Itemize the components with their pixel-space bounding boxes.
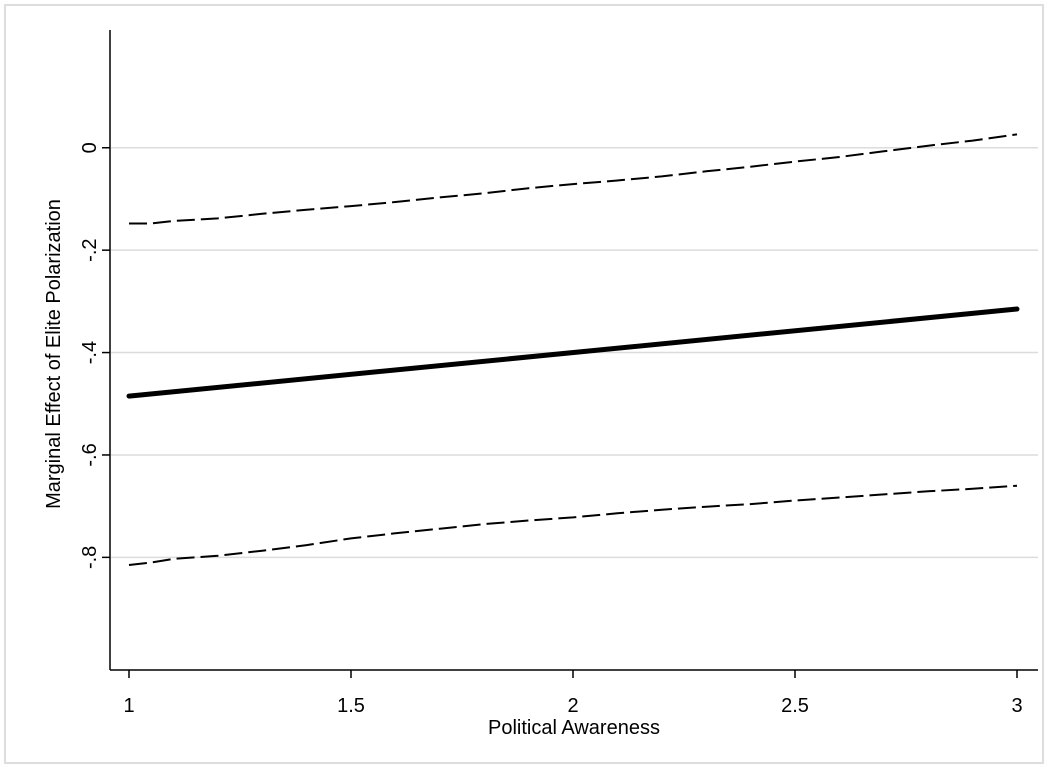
y-tick-label: -.6 [79, 443, 101, 466]
y-axis-label: Marginal Effect of Elite Polarization [43, 199, 65, 509]
marginal-effect-line [126, 306, 1020, 399]
x-tick-label: 2.5 [781, 695, 809, 717]
axes [109, 30, 1038, 671]
upper-ci-line [129, 133, 1018, 225]
y-tick-label: 0 [79, 142, 101, 153]
x-tick-label: 1 [123, 695, 134, 717]
y-tick-label: -.4 [79, 341, 101, 364]
x-axis-label: Political Awareness [488, 717, 660, 739]
x-tick-label: 1.5 [337, 695, 365, 717]
series-layer [126, 133, 1020, 566]
y-tick-label: -.2 [79, 238, 101, 261]
lower-ci-line [128, 484, 1018, 566]
x-tick-label: 2 [567, 695, 578, 717]
ticks: 0 -.2 -.4 -.6 -.8 1 1.5 2 2.5 3 [79, 142, 1023, 717]
x-tick-label: 3 [1011, 695, 1022, 717]
y-tick-label: -.8 [79, 546, 101, 569]
